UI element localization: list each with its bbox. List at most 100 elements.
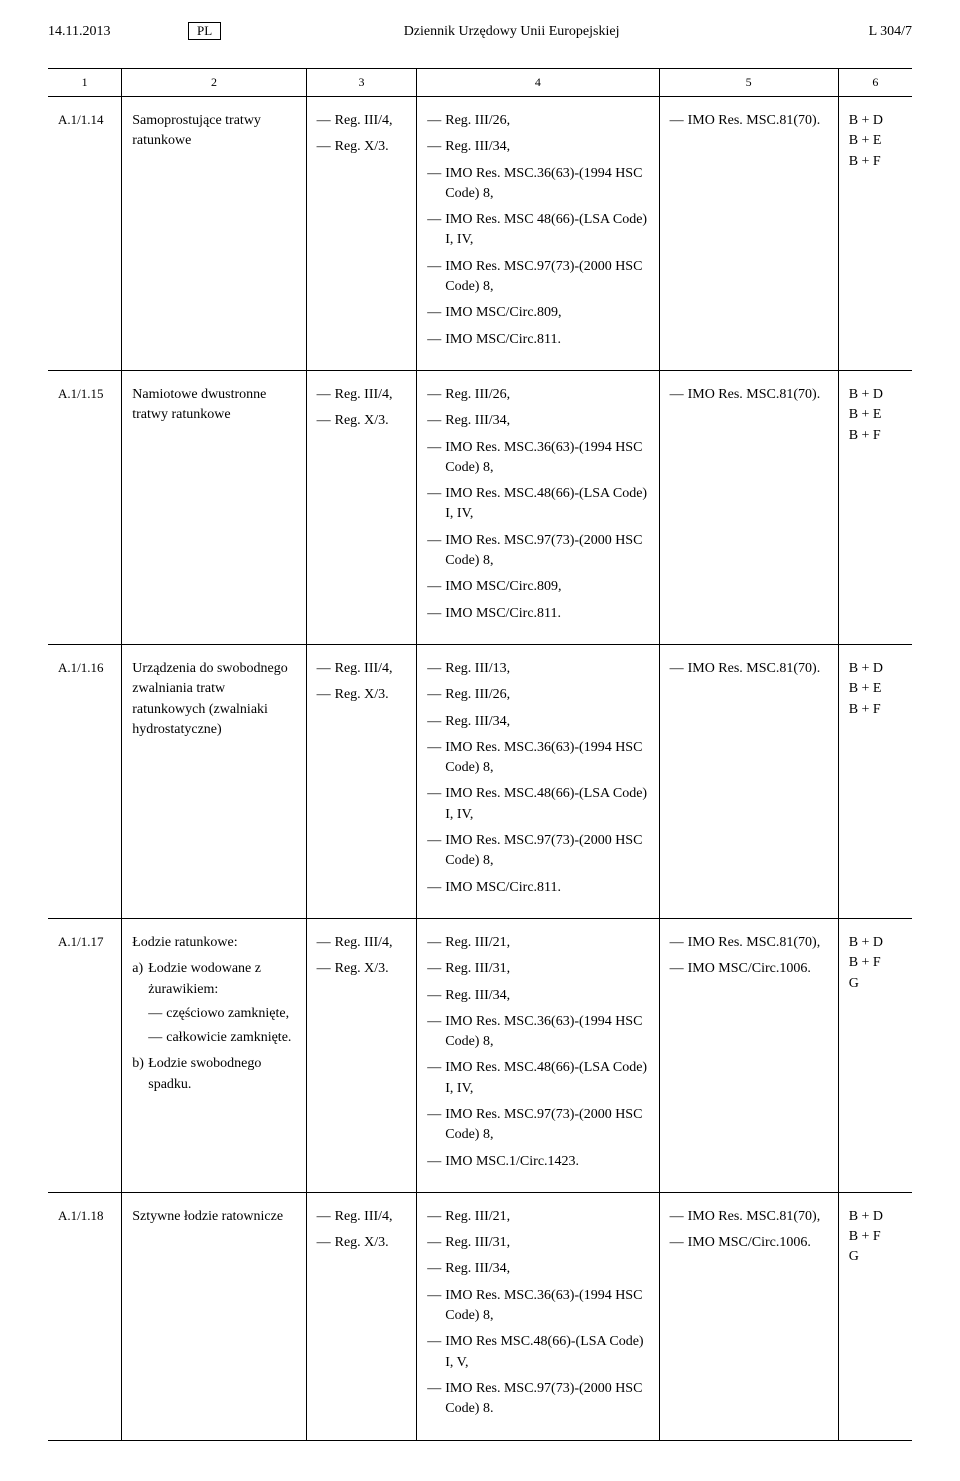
list-item: IMO Res. MSC.48(66)-(LSA Code) I, IV, (427, 484, 648, 525)
list-item: Reg. III/21, (427, 933, 648, 953)
list-item: IMO Res. MSC.97(73)-(2000 HSC Code) 8, (427, 1105, 648, 1146)
text-line: B + F (849, 1227, 902, 1247)
header-lang: PL (188, 22, 221, 40)
list-item: IMO Res MSC.48(66)-(LSA Code) I, V, (427, 1332, 648, 1373)
list-item: IMO Res. MSC.81(70), (670, 1207, 828, 1227)
cell-col5: IMO Res. MSC.81(70). (659, 370, 838, 644)
text-line: B + D (849, 1207, 902, 1227)
list-item: Reg. III/34, (427, 712, 648, 732)
list-item: Reg. III/26, (427, 111, 648, 131)
list-item: Reg. III/4, (317, 385, 407, 405)
cell-col4: Reg. III/13, Reg. III/26, Reg. III/34, IMO … (417, 644, 659, 918)
cell-col5: IMO Res. MSC.81(70), IMO MSC/Circ.1006. (659, 918, 838, 1192)
list-item: IMO Res. MSC.81(70). (670, 111, 828, 131)
list-item: IMO Res. MSC.36(63)-(1994 HSC Code) 8, (427, 1012, 648, 1053)
list-item: IMO Res. MSC.97(73)-(2000 HSC Code) 8, (427, 257, 648, 298)
text-line: B + D (849, 933, 902, 953)
text-line: B + D (849, 659, 902, 679)
list-item: Reg. X/3. (317, 685, 407, 705)
cell-code: A.1/1.18 (48, 1192, 122, 1440)
list-item: IMO MSC/Circ.1006. (670, 1233, 828, 1253)
text-line: B + E (849, 405, 902, 425)
list-item: Reg. III/31, (427, 959, 648, 979)
header-title: Dziennik Urzędowy Unii Europejskiej (221, 24, 802, 40)
cell-col3: Reg. III/4,Reg. X/3. (306, 918, 417, 1192)
list-item: IMO Res. MSC.81(70). (670, 659, 828, 679)
list-item: Reg. III/34, (427, 1259, 648, 1279)
cell-col6: B + DB + FG (838, 918, 912, 1192)
list-item: IMO MSC/Circ.811. (427, 878, 648, 898)
list-item: IMO Res. MSC.48(66)-(LSA Code) I, IV, (427, 1058, 648, 1099)
list-item: Reg. III/34, (427, 137, 648, 157)
text-line: B + D (849, 385, 902, 405)
list-item: Reg. III/4, (317, 659, 407, 679)
cell-code: A.1/1.15 (48, 370, 122, 644)
table-row: A.1/1.14Samoprostujące tratwy ratunkoweR… (48, 97, 912, 371)
main-table: 1 2 3 4 5 6 A.1/1.14Samoprostujące tratw… (48, 68, 912, 1441)
cell-name: Namiotowe dwustronne tratwy ratunkowe (122, 370, 306, 644)
col-head-2: 2 (122, 69, 306, 97)
list-item: IMO Res. MSC.81(70), (670, 933, 828, 953)
table-row: A.1/1.18Sztywne łodzie ratowniczeReg. II… (48, 1192, 912, 1440)
cell-col4: Reg. III/21, Reg. III/31, Reg. III/34, IMO … (417, 918, 659, 1192)
list-item: IMO MSC/Circ.1006. (670, 959, 828, 979)
list-item: Reg. X/3. (317, 137, 407, 157)
table-row: A.1/1.15Namiotowe dwustronne tratwy ratu… (48, 370, 912, 644)
list-item: IMO Res. MSC.36(63)-(1994 HSC Code) 8, (427, 164, 648, 205)
text-line: B + F (849, 426, 902, 446)
cell-col3: Reg. III/4,Reg. X/3. (306, 1192, 417, 1440)
list-item: Reg. III/34, (427, 411, 648, 431)
cell-col3: Reg. III/4, Reg. X/3. (306, 370, 417, 644)
list-item: Reg. III/4, (317, 933, 407, 953)
list-item: IMO Res. MSC.36(63)-(1994 HSC Code) 8, (427, 738, 648, 779)
cell-code: A.1/1.17 (48, 918, 122, 1192)
list-item: Reg. III/4, (317, 111, 407, 131)
list-item: IMO Res. MSC.48(66)-(LSA Code) I, IV, (427, 784, 648, 825)
cell-col6: B + DB + EB + F (838, 644, 912, 918)
list-item: Reg. III/31, (427, 1233, 648, 1253)
table-header-row: 1 2 3 4 5 6 (48, 69, 912, 97)
list-item: Reg. III/26, (427, 385, 648, 405)
list-item: IMO MSC.1/Circ.1423. (427, 1152, 648, 1172)
cell-col5: IMO Res. MSC.81(70), IMO MSC/Circ.1006. (659, 1192, 838, 1440)
list-item: IMO Res. MSC.36(63)-(1994 HSC Code) 8, (427, 438, 648, 479)
text-line: G (849, 974, 902, 994)
text-line: B + E (849, 679, 902, 699)
col-head-5: 5 (659, 69, 838, 97)
cell-name: Łodzie ratunkowe:a)Łodzie wodowane z żur… (122, 918, 306, 1192)
cell-col5: IMO Res. MSC.81(70). (659, 644, 838, 918)
list-item: IMO MSC/Circ.811. (427, 330, 648, 350)
cell-col6: B + DB + EB + F (838, 97, 912, 371)
list-item: IMO Res. MSC.36(63)-(1994 HSC Code) 8, (427, 1286, 648, 1327)
text-line: G (849, 1247, 902, 1267)
text-line: B + D (849, 111, 902, 131)
list-item: IMO Res. MSC.97(73)-(2000 HSC Code) 8, (427, 831, 648, 872)
cell-col3: Reg. III/4, Reg. X/3. (306, 97, 417, 371)
header-page-number: L 304/7 (802, 24, 912, 40)
text-line: B + E (849, 131, 902, 151)
list-item: IMO Res. MSC.81(70). (670, 385, 828, 405)
header-date: 14.11.2013 (48, 24, 188, 40)
cell-name: Samoprostujące tratwy ratunkowe (122, 97, 306, 371)
list-item: IMO MSC/Circ.809, (427, 577, 648, 597)
table-row: A.1/1.16Urządzenia do swobodnego zwalnia… (48, 644, 912, 918)
text-line: B + F (849, 953, 902, 973)
list-item: IMO Res. MSC.97(73)-(2000 HSC Code) 8, (427, 531, 648, 572)
col-head-3: 3 (306, 69, 417, 97)
text-line: B + F (849, 700, 902, 720)
page-header: 14.11.2013 PL Dziennik Urzędowy Unii Eur… (48, 24, 912, 40)
list-item: Reg. III/26, (427, 685, 648, 705)
list-item: Reg. X/3. (317, 1233, 407, 1253)
table-row: A.1/1.17Łodzie ratunkowe:a)Łodzie wodowa… (48, 918, 912, 1192)
cell-col6: B + DB + FG (838, 1192, 912, 1440)
cell-col3: Reg. III/4, Reg. X/3. (306, 644, 417, 918)
list-item: Reg. III/34, (427, 986, 648, 1006)
list-item: Reg. X/3. (317, 411, 407, 431)
col-head-4: 4 (417, 69, 659, 97)
list-item: Reg. III/13, (427, 659, 648, 679)
cell-name: Sztywne łodzie ratownicze (122, 1192, 306, 1440)
list-item: IMO Res. MSC 48(66)-(LSA Code) I, IV, (427, 210, 648, 251)
cell-col6: B + DB + EB + F (838, 370, 912, 644)
col-head-6: 6 (838, 69, 912, 97)
cell-col4: Reg. III/21,Reg. III/31,Reg. III/34,IMO … (417, 1192, 659, 1440)
